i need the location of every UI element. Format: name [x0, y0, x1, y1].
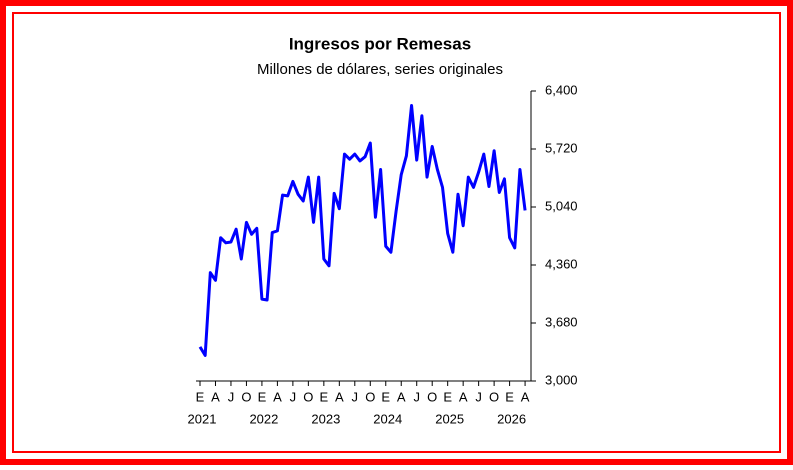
y-tick-label: 4,360 [545, 256, 578, 271]
chart-subtitle: Millones de dólares, series originales [257, 61, 503, 78]
y-tick-label: 5,720 [545, 140, 578, 155]
x-tick-label: A [459, 389, 468, 404]
x-tick-label: A [521, 389, 530, 404]
x-tick-label: A [397, 389, 406, 404]
year-label: 2021 [188, 411, 217, 426]
data-line [198, 104, 527, 357]
x-tick-label: O [241, 389, 251, 404]
x-tick-label: J [352, 389, 359, 404]
x-tick-label: O [427, 389, 437, 404]
x-tick-label: E [505, 389, 514, 404]
y-tick-label: 3,680 [545, 314, 578, 329]
x-tick-label: O [489, 389, 499, 404]
y-tick-label: 5,040 [545, 198, 578, 213]
year-label: 2026 [497, 411, 526, 426]
x-tick-label: E [196, 389, 205, 404]
x-tick-label: A [335, 389, 344, 404]
y-tick-label: 3,000 [545, 372, 578, 387]
x-tick-label: J [475, 389, 482, 404]
x-tick-label: J [413, 389, 420, 404]
year-label: 2024 [373, 411, 402, 426]
x-tick-label: O [365, 389, 375, 404]
x-tick-label: A [273, 389, 282, 404]
year-label: 2023 [311, 411, 340, 426]
x-tick-label: E [443, 389, 452, 404]
year-label: 2022 [249, 411, 278, 426]
x-tick-label: J [228, 389, 235, 404]
x-tick-label: E [320, 389, 329, 404]
x-tick-label: E [258, 389, 267, 404]
inner-frame [12, 12, 781, 453]
chart-title: Ingresos por Remesas [289, 34, 471, 53]
y-tick-label: 6,400 [545, 82, 578, 97]
x-tick-label: E [381, 389, 390, 404]
x-tick-label: O [303, 389, 313, 404]
x-tick-label: A [211, 389, 220, 404]
year-label: 2025 [435, 411, 464, 426]
x-tick-label: J [290, 389, 297, 404]
